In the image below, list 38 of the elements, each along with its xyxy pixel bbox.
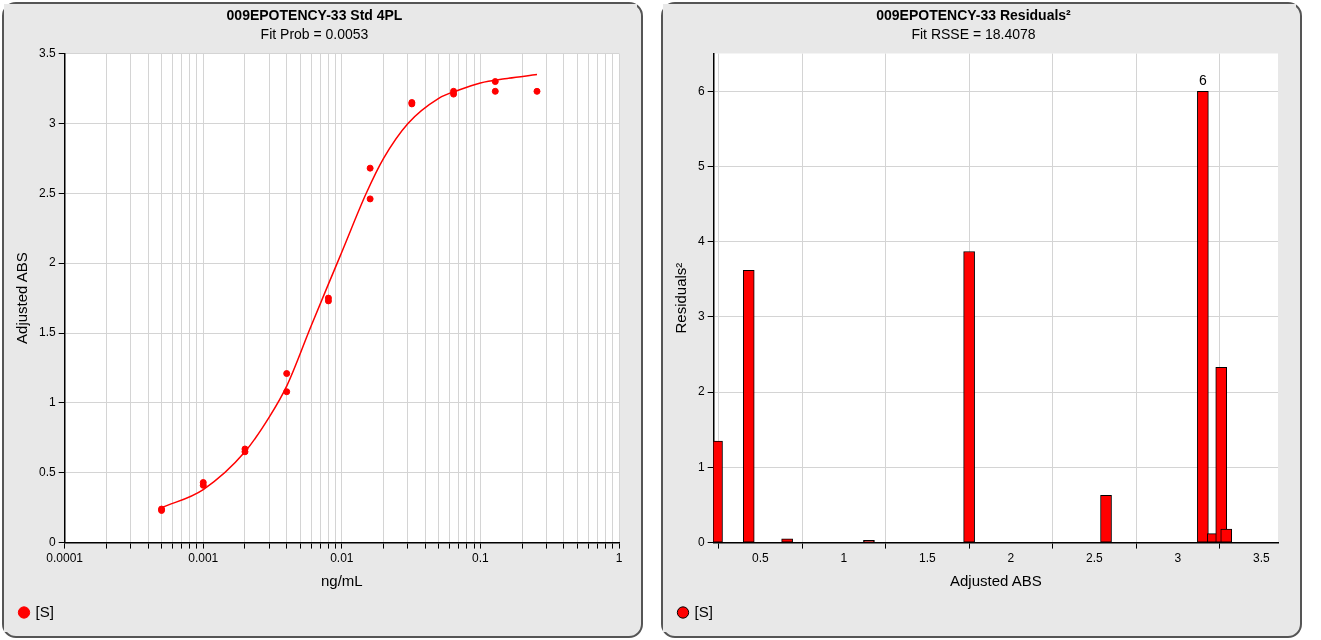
x-tick-label: 3.5 bbox=[1252, 551, 1270, 566]
y-axis-title: Adjusted ABS bbox=[13, 252, 31, 344]
y-tick-label: 5 bbox=[697, 158, 705, 173]
x-tick-label: 0.1 bbox=[472, 551, 490, 566]
x-axis-title: Adjusted ABS bbox=[949, 572, 1042, 590]
x-tick-label: 0.001 bbox=[188, 551, 219, 566]
y-tick-label: 1 bbox=[697, 459, 705, 474]
x-tick-label: 1.5 bbox=[919, 551, 937, 566]
x-axis-title: ng/mL bbox=[320, 572, 363, 590]
chart-subtitle: Fit Prob = 0.0053 bbox=[260, 26, 369, 43]
legend-label: [S] bbox=[694, 602, 713, 620]
chart-subtitle: Fit RSSE = 18.4078 bbox=[911, 26, 1036, 43]
chart-title: 009EPOTENCY-33 Std 4PL bbox=[226, 7, 403, 24]
y-tick-label: 0 bbox=[697, 534, 705, 549]
legend-label: [S] bbox=[35, 602, 54, 620]
x-tick-label: 2 bbox=[1007, 551, 1015, 566]
y-tick-label: 4 bbox=[697, 233, 705, 248]
y-tick-label: 3 bbox=[48, 115, 56, 130]
y-tick-label: 1 bbox=[48, 395, 56, 410]
y-tick-label: 3.5 bbox=[38, 45, 56, 60]
chart-title: 009EPOTENCY-33 Residuals² bbox=[876, 7, 1072, 24]
x-tick-label: 1 bbox=[840, 551, 848, 566]
y-tick-label: 2 bbox=[697, 384, 705, 399]
data-label: 6 bbox=[1198, 72, 1207, 89]
y-tick-label: 0 bbox=[48, 534, 56, 549]
y-tick-label: 6 bbox=[697, 83, 705, 98]
x-tick-label: 2.5 bbox=[1086, 551, 1104, 566]
x-tick-label: 3 bbox=[1174, 551, 1182, 566]
x-tick-label: 1 bbox=[615, 551, 623, 566]
y-tick-label: 0.5 bbox=[38, 465, 56, 480]
y-tick-label: 1.5 bbox=[38, 325, 56, 340]
x-tick-label: 0.5 bbox=[752, 551, 770, 566]
x-tick-label: 0.01 bbox=[330, 551, 354, 566]
y-axis-title: Residuals² bbox=[672, 262, 690, 334]
y-tick-label: 3 bbox=[697, 309, 705, 324]
x-tick-label: 0.0001 bbox=[46, 551, 84, 566]
y-tick-label: 2 bbox=[48, 255, 56, 270]
y-tick-label: 2.5 bbox=[38, 185, 56, 200]
